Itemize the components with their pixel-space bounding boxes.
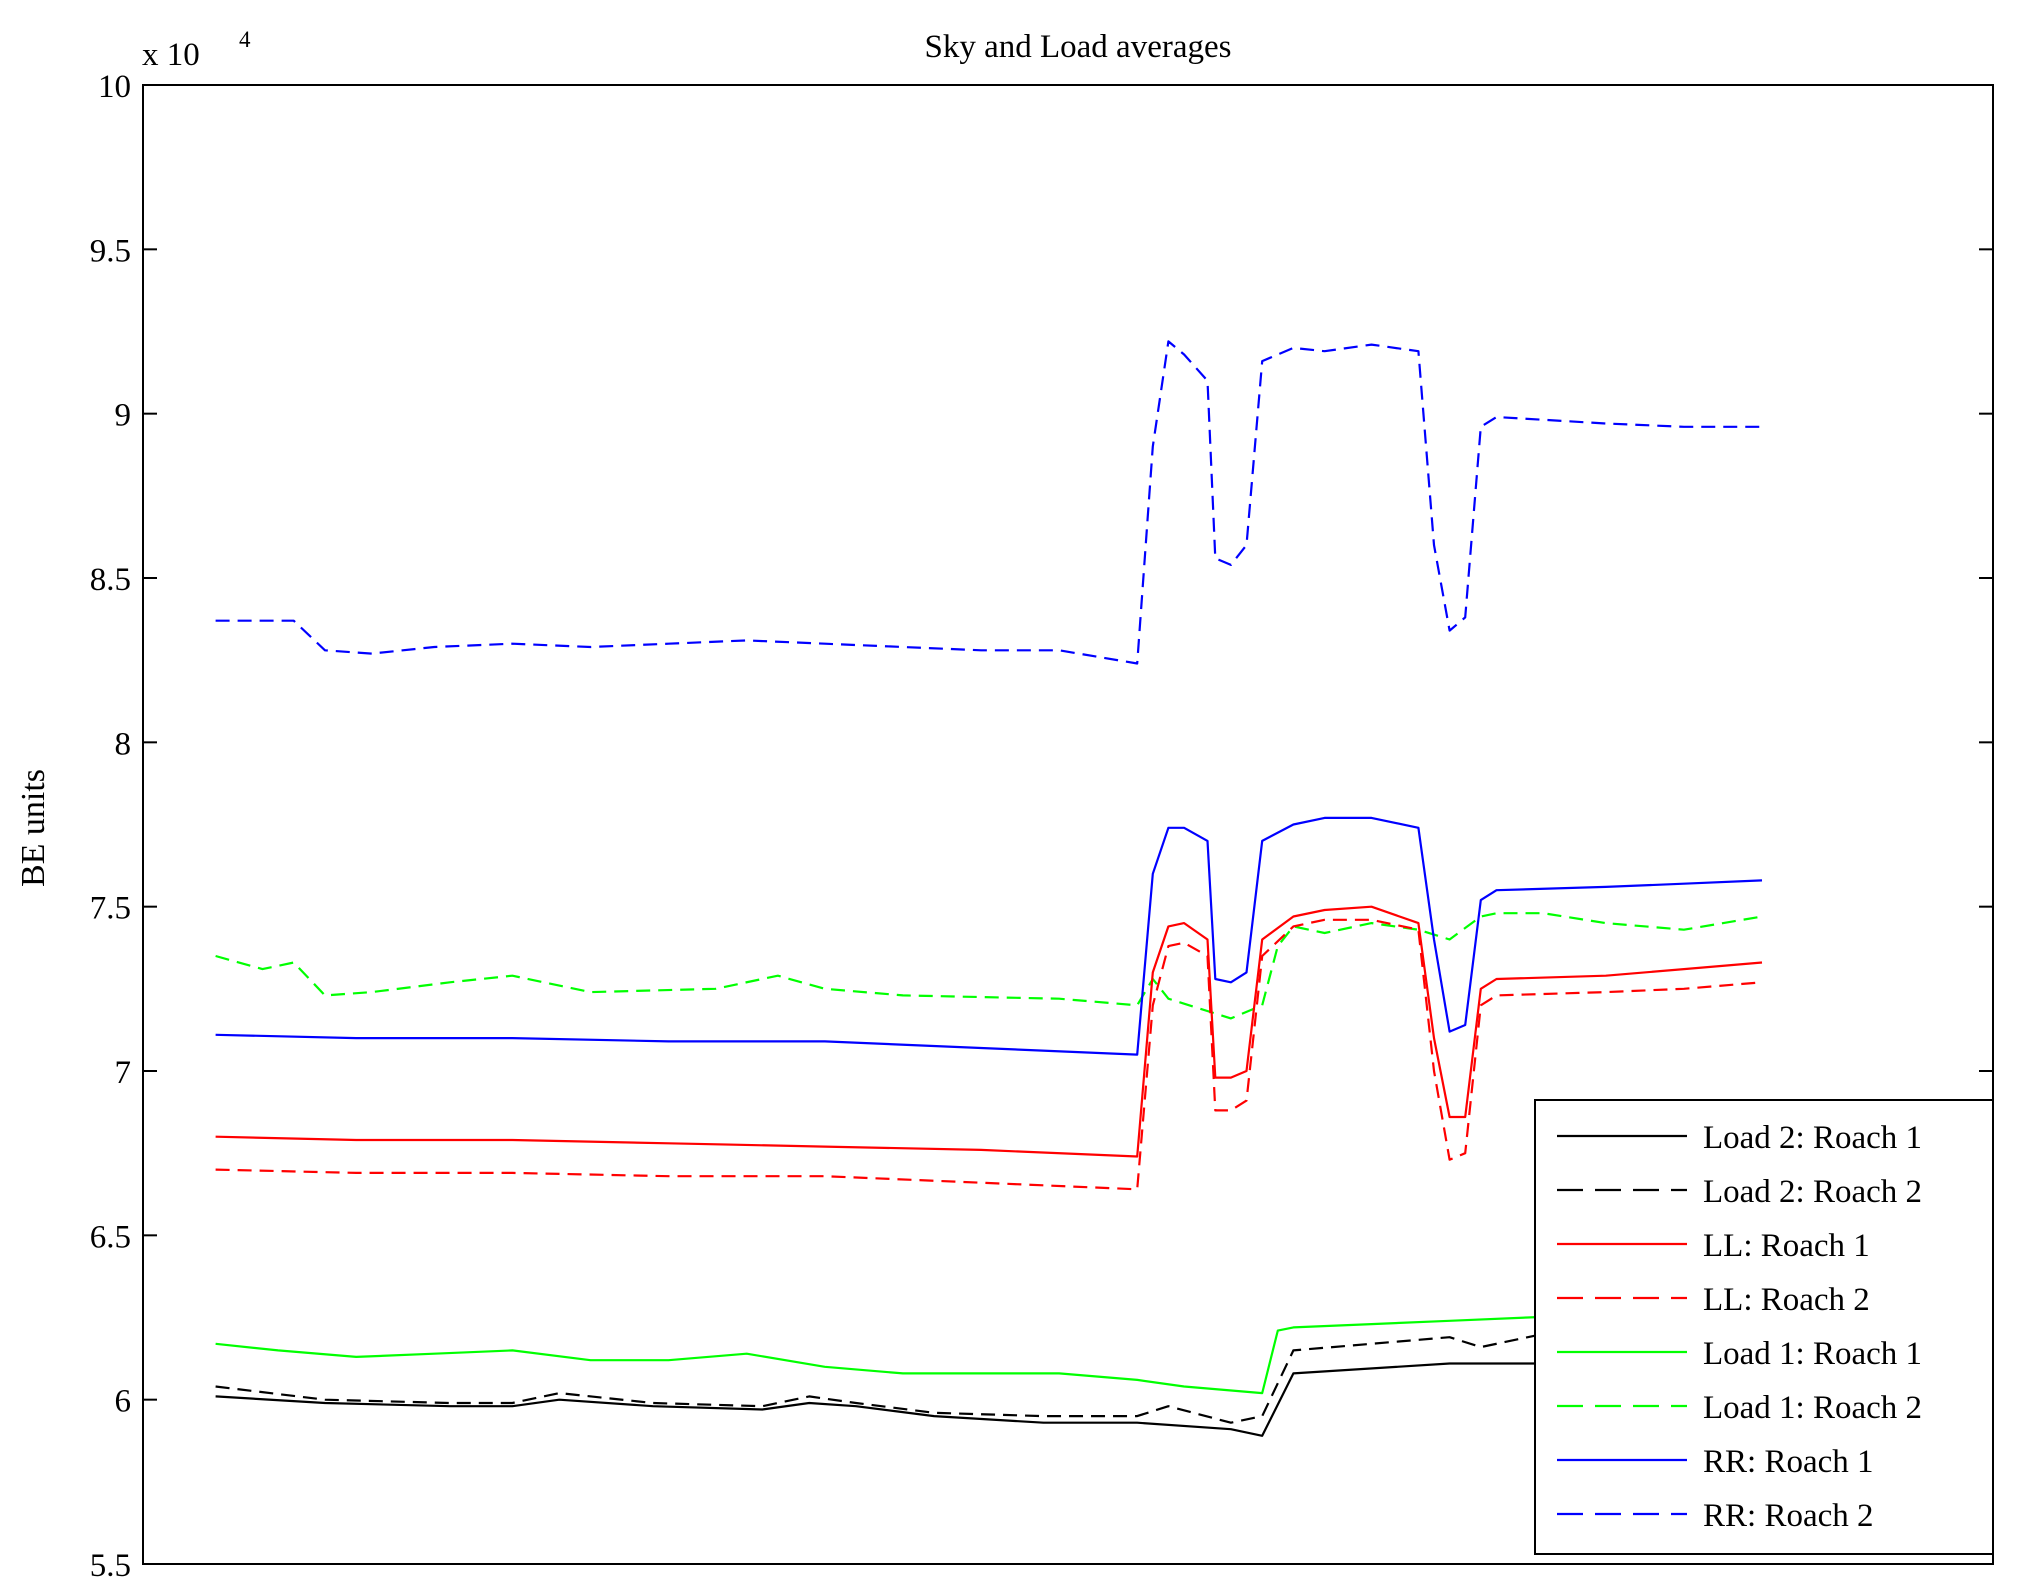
y-tick-label: 5.5 (90, 1548, 131, 1584)
legend-label: Load 2: Roach 2 (1703, 1174, 1922, 1210)
series-line-5 (215, 912, 1763, 1020)
legend-label: LL: Roach 1 (1703, 1228, 1870, 1264)
y-tick-label: 10 (98, 69, 131, 105)
legend-label: Load 1: Roach 1 (1703, 1336, 1922, 1372)
y-tick-label: 9.5 (90, 233, 131, 269)
plot-frame (142, 84, 1994, 1565)
legend-label: Load 1: Roach 2 (1703, 1390, 1922, 1426)
y-tick-label: 6.5 (90, 1219, 131, 1255)
series-line-1 (215, 1329, 1731, 1424)
legend-label: RR: Roach 2 (1703, 1498, 1874, 1534)
y-tick-label: 7.5 (90, 891, 131, 927)
legend-label: LL: Roach 2 (1703, 1282, 1870, 1318)
legend-box (1534, 1099, 1994, 1555)
y-tick-label: 9 (115, 398, 132, 434)
y-tick-label: 8.5 (90, 562, 131, 598)
y-tick-label: 7 (115, 1055, 132, 1091)
legend-label: Load 2: Roach 1 (1703, 1120, 1922, 1156)
y-multiplier-exponent: 4 (239, 27, 251, 52)
y-axis-label: BE units (15, 769, 52, 887)
legend-label: RR: Roach 1 (1703, 1444, 1874, 1480)
y-multiplier-label: x 10 (142, 37, 200, 73)
series-line-0 (215, 1349, 1762, 1437)
y-tick-label: 8 (115, 726, 132, 762)
y-tick-label: 6 (115, 1384, 132, 1420)
legend[interactable]: Load 2: Roach 1 Load 2: Roach 2 LL: Roach … (1534, 1099, 1994, 1555)
series-layer (215, 340, 1763, 1437)
series-line-4 (215, 1313, 1762, 1395)
chart-title: Sky and Load averages (925, 29, 1232, 65)
series-line-3 (215, 918, 1763, 1191)
y-axis-ticks: 5.5 6 6.5 7 7.5 8 8.5 9 9.5 10 (90, 69, 1993, 1584)
series-line-6 (215, 816, 1763, 1056)
series-line-2 (215, 905, 1763, 1158)
